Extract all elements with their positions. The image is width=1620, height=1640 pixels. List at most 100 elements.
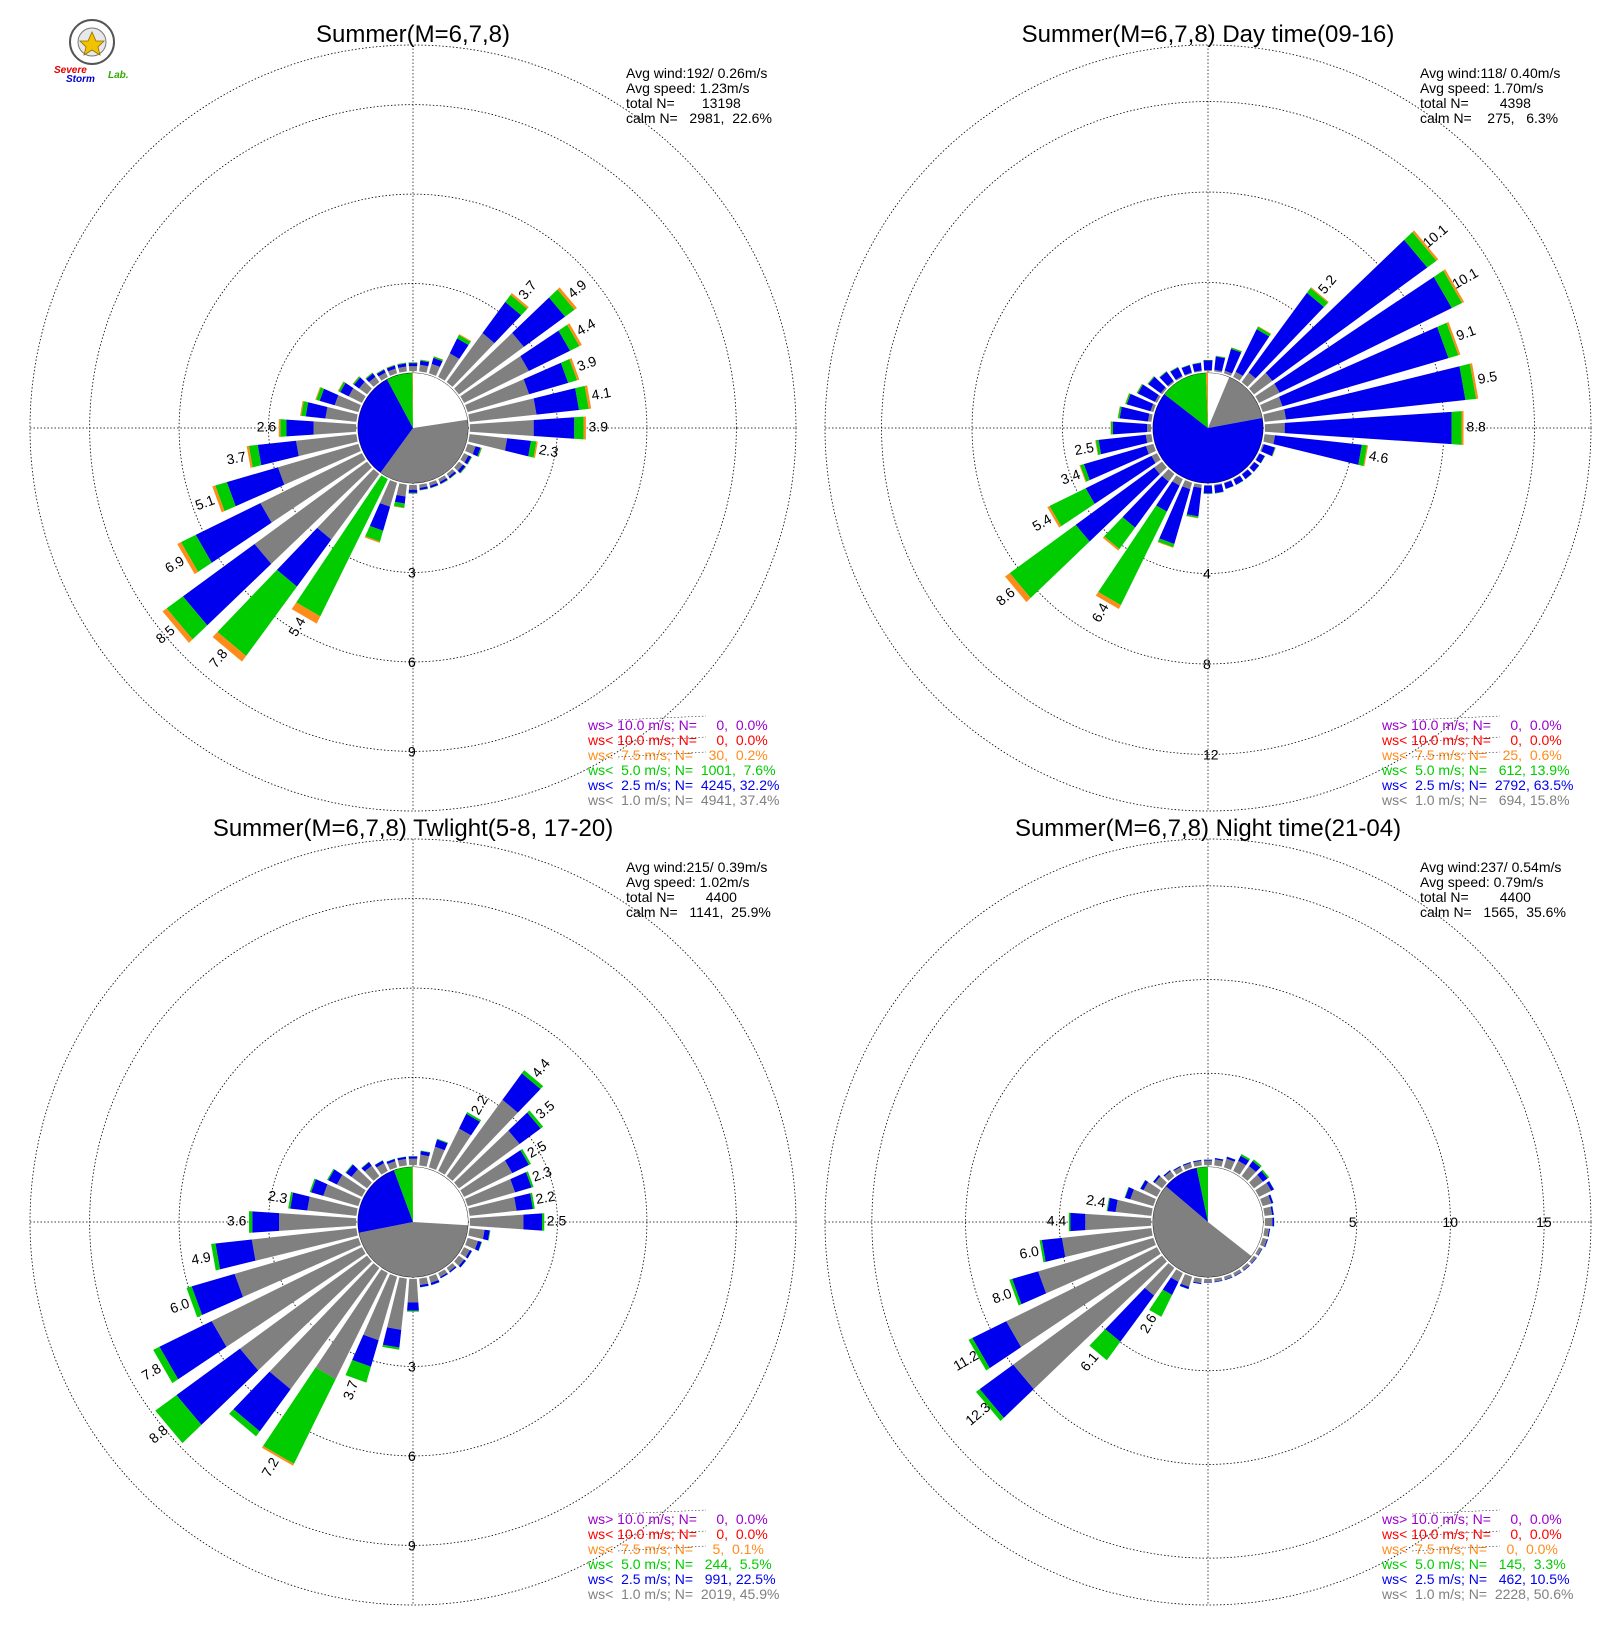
grid-ring	[1058, 1072, 1358, 1372]
logo-star-icon	[79, 31, 105, 56]
bar-segment-lt7-5	[393, 506, 405, 509]
direction-bar-250	[1009, 1237, 1156, 1306]
bar-segment-lt1	[428, 1274, 439, 1283]
chart-title: Summer(M=6,7,8)	[316, 21, 510, 48]
direction-bar-320	[365, 372, 380, 387]
direction-bar-290	[309, 1178, 361, 1207]
bar-segment-lt2-5	[1192, 362, 1202, 372]
direction-bar-10	[419, 1150, 431, 1167]
direction-bar-250	[212, 443, 361, 513]
bar-segment-lt2-5	[533, 417, 575, 439]
ring-label: 15	[1536, 1214, 1552, 1230]
direction-bar-270	[1110, 421, 1152, 435]
bar-value-label: 7.2	[258, 1454, 282, 1479]
bar-segment-lt7-5	[1231, 347, 1242, 352]
bar-segment-lt2-5	[159, 1321, 227, 1380]
direction-bar-310	[1147, 376, 1167, 395]
direction-bar-150	[438, 475, 449, 485]
bar-segment-lt2-5	[504, 1150, 530, 1174]
bar-segment-lt7-5	[1117, 406, 1121, 419]
direction-bar-210	[291, 475, 388, 624]
stat-line: Avg wind:215/ 0.39m/s	[626, 859, 767, 875]
bar-segment-lt2-5	[1214, 1280, 1223, 1283]
bar-value-label: 8.6	[993, 584, 1018, 609]
bar-segment-lt2-5	[439, 478, 448, 484]
bar-segment-lt2-5	[1163, 1170, 1171, 1177]
bar-segment-lt2-5	[459, 1113, 481, 1136]
bar-segment-lt2-5	[1098, 434, 1148, 455]
bar-segment-lt2-5	[1193, 1281, 1202, 1285]
bar-segment-lt1	[1204, 1278, 1212, 1282]
bar-value-label: 3.7	[225, 448, 247, 467]
bar-segment-lt2-5	[1249, 462, 1260, 472]
bar-segment-lt5	[1136, 383, 1143, 394]
bar-segment-lt7-5	[1047, 506, 1062, 528]
bar-segment-lt5	[1271, 447, 1276, 457]
bar-segment-lt2-5	[328, 1169, 343, 1185]
bar-segment-lt1	[1143, 1181, 1161, 1197]
direction-bar-290	[1125, 393, 1156, 413]
bar-segment-lt1	[454, 461, 463, 471]
bar-segment-lt7-5	[315, 386, 321, 400]
bar-segment-lt1	[446, 1099, 518, 1181]
direction-bar-170	[1214, 483, 1224, 494]
speed-distribution-pie	[357, 372, 469, 484]
bar-segment-lt2-5	[431, 357, 443, 367]
bar-segment-lt7-5	[1186, 515, 1199, 519]
bar-segment-lt2-5	[1234, 1271, 1242, 1277]
bar-segment-lt5	[155, 1395, 202, 1444]
bar-segment-lt2-5	[508, 1112, 541, 1144]
bar-segment-lt1	[469, 1214, 524, 1230]
bar-segment-lt5	[1110, 421, 1113, 435]
bar-segment-lt1	[1204, 369, 1212, 372]
bar-segment-lt5	[365, 525, 384, 542]
bar-segment-lt1	[397, 1158, 407, 1167]
bar-segment-lt2-5	[510, 1172, 532, 1193]
direction-bar-350	[1193, 1159, 1202, 1167]
bar-segment-lt5	[345, 1163, 354, 1173]
bar-segment-lt2-5	[1203, 485, 1213, 494]
direction-bar-180	[408, 484, 418, 494]
bar-segment-lt1	[279, 1213, 357, 1231]
bar-segment-lt1	[1154, 395, 1161, 403]
direction-bar-220	[1089, 1263, 1175, 1361]
bar-segment-lt1	[396, 483, 407, 497]
bar-value-label: 2.3	[530, 1163, 554, 1185]
bar-segment-lt2-5	[311, 1179, 328, 1196]
bar-segment-lt5	[309, 1178, 316, 1193]
legend-entry: ws< 2.5 m/s; N= 462, 10.5%	[1381, 1571, 1570, 1587]
bar-segment-lt1	[1241, 1166, 1257, 1181]
direction-bar-190	[1186, 483, 1202, 519]
direction-bar-70	[465, 1171, 534, 1207]
bar-value-label: 6.4	[1088, 600, 1112, 625]
bar-segment-lt5	[505, 294, 528, 316]
direction-bar-170	[419, 483, 429, 491]
bar-segment-lt2-5	[1159, 486, 1191, 544]
bar-segment-lt7-5	[1272, 447, 1276, 457]
bar-segment-lt5	[449, 473, 457, 479]
bar-segment-lt5	[1234, 1272, 1242, 1277]
bar-segment-lt2-5	[440, 1272, 448, 1279]
bar-segment-lt1	[359, 381, 372, 395]
bar-segment-lt2-5	[407, 1302, 419, 1311]
bar-segment-lt2-5	[1156, 481, 1180, 512]
bar-segment-lt1	[1203, 1160, 1213, 1166]
bar-segment-lt5	[1157, 538, 1175, 548]
direction-bar-30	[438, 334, 472, 381]
bar-segment-lt5	[1215, 491, 1224, 494]
bar-segment-lt1	[336, 1174, 366, 1197]
direction-bar-270	[1068, 1212, 1152, 1232]
direction-bar-80	[468, 1192, 535, 1216]
bar-segment-lt2-5	[233, 1371, 291, 1432]
bar-segment-lt2-5	[345, 1164, 358, 1177]
bar-value-label: 8.8	[146, 1422, 171, 1447]
bar-segment-lt5	[1009, 1278, 1022, 1306]
bar-segment-lt5	[393, 501, 405, 508]
bar-segment-lt2-5	[1224, 348, 1242, 374]
bar-segment-lt5	[408, 492, 418, 494]
windrose-panel-4: 5 10 152.66.112.311.28.06.04.42.4Summer(M=…	[824, 815, 1592, 1606]
direction-bar-350	[397, 362, 407, 373]
bar-segment-lt2-5	[1107, 1197, 1118, 1212]
direction-bar-240	[968, 1247, 1161, 1371]
bar-value-label: 2.3	[538, 441, 560, 460]
